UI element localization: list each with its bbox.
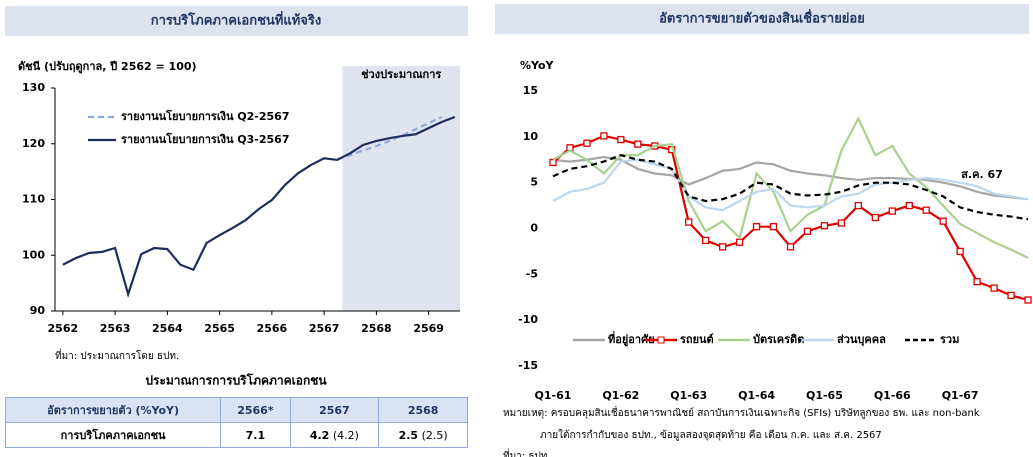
y-tick-label: 5 (530, 176, 538, 189)
x-tick-label: 2564 (152, 322, 183, 335)
cell: 4.2 (4.2) (289, 422, 380, 448)
point-marker (702, 236, 710, 245)
point-marker (600, 132, 608, 140)
point-marker (956, 247, 964, 256)
x-tick-label: Q1-66 (874, 389, 911, 402)
forecast-shade (342, 66, 460, 311)
x-tick-label: 2567 (309, 322, 340, 335)
point-marker (803, 227, 812, 235)
point-marker (854, 201, 863, 210)
cell-previous: (2.5) (421, 428, 448, 442)
series-line (552, 154, 1029, 221)
x-tick-label: 2562 (48, 322, 79, 335)
series-line (336, 115, 443, 161)
y-axis-label: ดัชนี (ปรับฤดูกาล, ปี 2562 = 100) (18, 60, 197, 74)
point-marker (1024, 296, 1032, 304)
legend-marker (657, 336, 665, 344)
y-tick-label: -5 (526, 267, 538, 280)
x-tick-label: Q1-64 (738, 389, 775, 402)
header-cell: อัตราการขยายตัว (%YoY) (4, 397, 222, 423)
x-tick-label: Q1-65 (806, 389, 843, 402)
note: หมายเหตุ: ครอบคลุมสินเชื่อธนาคารพาณิชย์ … (503, 405, 980, 419)
legend-label: รวม (940, 333, 959, 346)
point-marker (583, 139, 591, 147)
y-tick-label: 110 (22, 193, 45, 206)
header-bar (495, 4, 1029, 34)
y-tick-label: 100 (22, 248, 45, 261)
legend-label: รายงานนโยบายการเงิน Q3-2567 (121, 132, 290, 146)
point-marker (786, 243, 795, 251)
y-tick-label: 120 (22, 137, 45, 150)
x-tick-label: 2568 (361, 322, 392, 335)
point-marker (549, 158, 557, 167)
cell: 7.1 (220, 422, 291, 448)
legend-label: ที่อยู่อาศัย (608, 331, 655, 347)
x-tick-label: 2563 (100, 322, 131, 335)
point-marker (718, 243, 727, 251)
series-line (552, 155, 1029, 201)
table: อัตราการขยายตัว (%YoY) 2566* 2567 2568 การบร… (4, 397, 468, 448)
x-tick-label: Q1-63 (670, 389, 707, 402)
x-tick-label: Q1-61 (535, 389, 572, 402)
cell: การบริโภคภาคเอกชน (4, 422, 222, 448)
header-cell: 2566* (220, 397, 291, 423)
point-marker (990, 284, 998, 292)
point-marker (820, 222, 829, 230)
x-tick-label: Q1-67 (942, 389, 979, 402)
series-line (62, 115, 456, 299)
y-tick-label: 90 (30, 304, 46, 317)
legend-label: รายงานนโยบายการเงิน Q2-2567 (121, 109, 290, 123)
point-marker (973, 278, 981, 286)
legend-label: บัตรเครดิต (753, 333, 804, 346)
shade-label: ช่วงประมาณการ (361, 68, 441, 81)
note: ที่มา: ธปท. (503, 448, 551, 457)
legend-label: ส่วนบุคคล (837, 333, 886, 347)
header-cell: 2567 (289, 397, 380, 423)
series-line (552, 116, 1029, 259)
point-marker (871, 213, 879, 222)
x-tick-label: 2566 (257, 322, 288, 335)
table-header-row: อัตราการขยายตัว (%YoY) 2566* 2567 2568 (4, 397, 468, 423)
point-marker (634, 140, 642, 148)
y-axis-label: %YoY (520, 59, 555, 72)
y-tick-label: -10 (518, 313, 538, 326)
chart-title: การบริโภคภาคเอกชนที่แท้จริง (151, 11, 322, 29)
legend-label: รถยนต์ (680, 333, 714, 346)
table-title: ประมาณการการบริโภคภาคเอกชน (145, 373, 327, 388)
cell-previous: (4.2) (332, 428, 359, 442)
cell-value: 4.2 (309, 428, 330, 442)
y-tick-label: 130 (22, 81, 45, 94)
point-marker (617, 135, 625, 144)
y-tick-label: 0 (530, 222, 538, 235)
header-bar (5, 6, 468, 36)
source: ที่มา: ประมาณการโดย ธปท. (55, 348, 179, 362)
point-marker (1007, 291, 1015, 300)
y-tick-label: 15 (523, 84, 538, 97)
y-tick-label: 10 (523, 130, 539, 143)
series-line (552, 158, 1029, 212)
x-tick-label: 2569 (413, 322, 444, 335)
x-tick-label: 2565 (204, 322, 235, 335)
x-tick-label: Q1-62 (602, 389, 639, 402)
point-marker (939, 217, 947, 225)
cell: 2.5 (2.5) (378, 422, 468, 448)
table-row: การบริโภคภาคเอกชน 7.1 4.2 (4.2) 2.5 (2.5) (4, 422, 468, 448)
note: ภายใต้การกำกับของ ธปท., ข้อมูลสองจุดสุดท… (540, 429, 882, 441)
annotation: ส.ค. 67 (961, 168, 1003, 181)
chart-title: อัตราการขยายตัวของสินเชื่อรายย่อย (659, 9, 865, 27)
point-marker (922, 206, 930, 214)
point-marker (905, 201, 913, 210)
point-marker (769, 223, 778, 231)
cell-value: 2.5 (398, 428, 419, 442)
point-marker (685, 218, 693, 226)
header-cell: 2568 (378, 397, 468, 423)
point-marker (888, 207, 896, 215)
y-tick-label: -15 (518, 359, 538, 372)
point-marker (752, 223, 761, 231)
point-marker (837, 219, 846, 227)
point-marker (735, 238, 744, 246)
